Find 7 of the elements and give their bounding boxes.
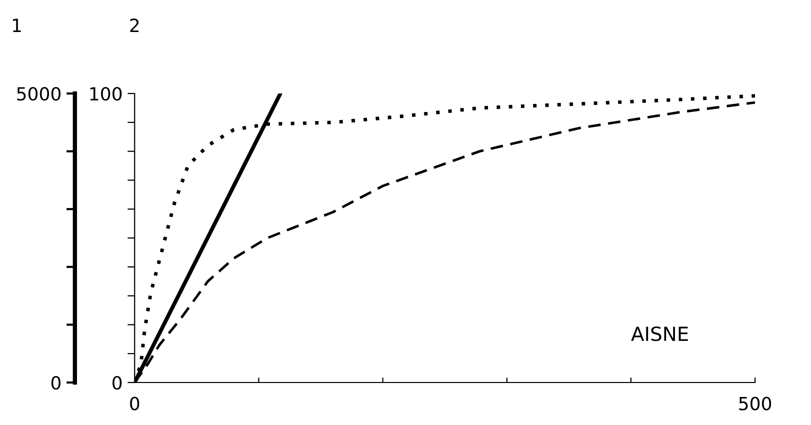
- y-tick-label: 5000: [17, 86, 61, 101]
- y2-axis-title: 2: [130, 18, 139, 32]
- y-axis-title: 1: [12, 18, 21, 32]
- y2-tick-label: 100: [90, 86, 122, 101]
- annotation: AISNE: [631, 326, 688, 342]
- y2-tick-label: 0: [112, 376, 122, 390]
- x-tick-label: 500: [739, 396, 772, 410]
